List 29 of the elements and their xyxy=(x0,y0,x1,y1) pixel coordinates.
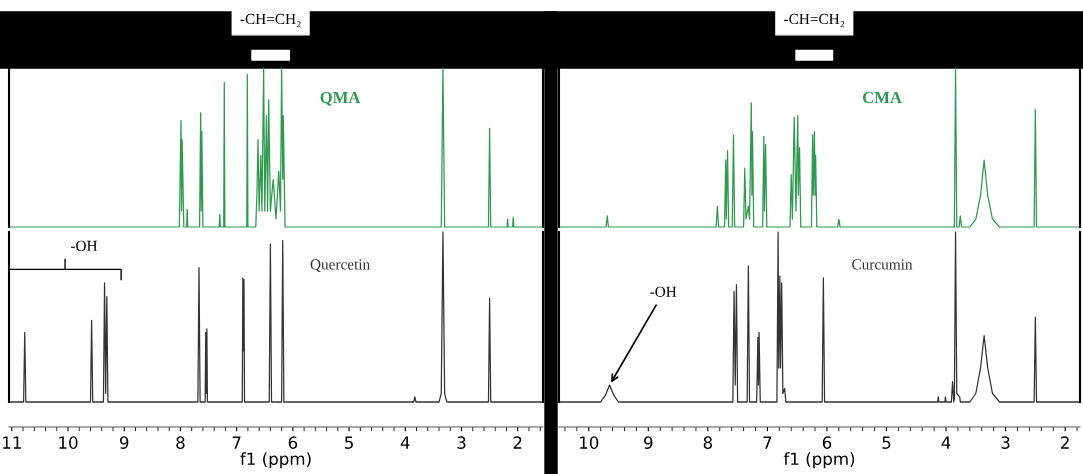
x-tick-label: 6 xyxy=(288,436,298,449)
series-label: Curcumin xyxy=(852,259,913,270)
x-tick-label: 6 xyxy=(822,436,832,449)
x-tick-label: 8 xyxy=(703,436,713,449)
x-axis-title: f1 (ppm) xyxy=(783,452,855,469)
text: -CH=CH₂ xyxy=(240,13,301,28)
text: CMA xyxy=(862,91,902,104)
x-tick-label: 10 xyxy=(580,436,599,449)
text: -CH=CH₂ xyxy=(784,13,845,28)
x-tick-label: 4 xyxy=(400,436,410,449)
x-tick-label: 8 xyxy=(176,436,185,449)
x-tick-label: 7 xyxy=(232,436,241,449)
x-tick-label: 5 xyxy=(882,436,891,449)
series-label: Quercetin xyxy=(310,259,370,272)
x-axis-title: f1 (ppm) xyxy=(240,452,311,469)
x-tick-label: 7 xyxy=(763,436,772,449)
x-tick-label: 2 xyxy=(1061,436,1069,449)
text: QMA xyxy=(320,91,361,106)
x-tick-label: 3 xyxy=(1001,436,1010,449)
x-tick-label: 3 xyxy=(457,436,466,449)
x-tick-label: 10 xyxy=(59,436,78,449)
x-tick-label: 9 xyxy=(644,436,653,449)
x-tick-label: 4 xyxy=(941,436,951,449)
x-tick-label: 11 xyxy=(3,436,21,449)
annotation: -OH xyxy=(650,286,677,297)
annotation: -OH xyxy=(70,240,98,251)
x-tick-label: 9 xyxy=(119,436,129,449)
x-tick-label: 2 xyxy=(513,436,522,449)
x-tick-label: 5 xyxy=(345,436,353,449)
